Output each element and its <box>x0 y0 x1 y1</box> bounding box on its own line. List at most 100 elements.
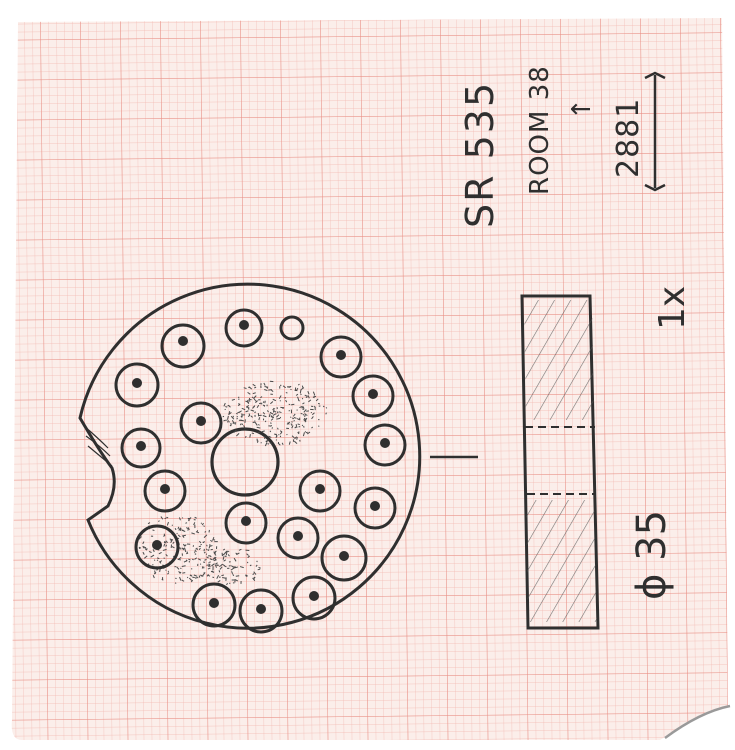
stipple-mark <box>304 394 308 397</box>
stipple-mark <box>269 430 272 433</box>
stipple-mark <box>293 417 297 419</box>
stipple-mark <box>195 531 200 534</box>
stipple-mark <box>297 396 300 401</box>
count-label: 2881 <box>611 98 646 178</box>
stipple-mark <box>313 395 317 398</box>
stipple-mark <box>212 557 215 560</box>
stipple-mark <box>194 557 198 560</box>
stipple-mark <box>279 384 282 387</box>
stipple-mark <box>250 409 255 412</box>
stipple-mark <box>279 431 283 435</box>
stipple-mark <box>290 424 293 426</box>
stipple-mark <box>257 431 261 434</box>
stipple-mark <box>247 555 250 559</box>
stipple-mark <box>206 544 208 547</box>
stipple-mark <box>238 548 242 551</box>
stipple-mark <box>256 426 261 429</box>
stipple-mark <box>251 432 255 435</box>
stipple-mark <box>228 404 231 408</box>
stipple-mark <box>296 436 298 440</box>
stipple-mark <box>235 579 239 582</box>
stipple-mark <box>194 553 197 555</box>
stipple-mark <box>325 407 328 409</box>
stipple-mark <box>210 539 213 543</box>
stipple-mark <box>258 417 261 421</box>
stipple-mark <box>233 566 239 569</box>
stipple-mark <box>304 413 308 416</box>
stipple-mark <box>158 551 162 555</box>
stipple-mark <box>291 403 295 406</box>
hole-group <box>114 308 407 634</box>
hole <box>363 423 407 467</box>
stipple-mark <box>183 561 186 563</box>
stipple-mark <box>232 574 235 577</box>
stipple-mark <box>252 383 256 387</box>
stipple-mark <box>224 550 228 554</box>
stipple-mark <box>182 543 186 547</box>
stipple-mark <box>165 553 168 557</box>
stipple-mark <box>194 516 197 519</box>
stipple-mark <box>291 425 294 429</box>
stipple-mark <box>275 435 278 439</box>
stipple-mark <box>215 562 218 565</box>
stipple-mark <box>252 392 256 395</box>
stipple-mark <box>268 435 272 438</box>
hole <box>320 534 368 582</box>
stipple-mark <box>185 559 188 562</box>
stipple-mark <box>181 534 186 537</box>
stipple-mark <box>272 413 277 416</box>
stipple-mark <box>262 415 267 418</box>
stipple-mark <box>233 429 237 433</box>
stipple-mark <box>227 415 229 420</box>
hole <box>351 374 395 418</box>
stipple-mark <box>249 434 251 438</box>
stipple-mark <box>202 572 206 576</box>
stipple-mark <box>247 415 250 418</box>
stipple-mark <box>300 393 302 396</box>
room-label: ROOM 38 <box>525 65 555 195</box>
stipple-mark <box>248 386 250 389</box>
stipple-mark <box>156 559 159 561</box>
stipple-mark <box>209 555 212 558</box>
stipple-mark <box>186 551 189 555</box>
disc-front-view <box>78 282 478 630</box>
stipple-mark <box>292 413 296 417</box>
stipple-mark <box>286 433 288 436</box>
stipple-mark <box>277 442 281 446</box>
stipple-mark <box>193 551 196 553</box>
stipple-mark <box>272 398 277 402</box>
stipple-mark <box>276 417 281 420</box>
stipple-mark <box>158 520 160 522</box>
stipple-mark <box>224 565 227 568</box>
stipple-mark <box>296 418 300 421</box>
stipple-mark <box>227 419 229 423</box>
stipple-mark <box>221 574 225 577</box>
stipple-mark <box>244 574 248 577</box>
stipple-mark <box>297 383 300 386</box>
stipple-mark <box>258 402 262 405</box>
stipple-mark <box>299 406 303 409</box>
stipple-mark <box>297 399 300 402</box>
stipple-mark <box>315 398 319 402</box>
stipple-mark <box>247 407 250 410</box>
stipple-mark <box>204 558 207 561</box>
stipple-mark <box>202 541 206 544</box>
stipple-mark <box>311 416 314 420</box>
stipple-mark <box>305 431 308 434</box>
stipple-mark <box>244 435 247 438</box>
diameter-label: ϕ 35 <box>629 510 675 600</box>
stipple-mark <box>227 554 230 557</box>
stipple-mark <box>220 564 223 567</box>
stipple-mark <box>291 421 293 423</box>
quantity-label: 1x <box>652 286 693 330</box>
stipple-mark <box>269 422 272 424</box>
stipple-mark <box>261 430 265 433</box>
stipple-mark <box>246 553 249 556</box>
stipple-mark <box>281 442 284 445</box>
stipple-mark <box>177 558 182 561</box>
hole <box>160 323 206 369</box>
stipple-mark <box>245 400 250 403</box>
stipple-mark <box>197 558 202 561</box>
stipple-mark <box>234 423 237 425</box>
stipple-mark <box>295 393 299 396</box>
